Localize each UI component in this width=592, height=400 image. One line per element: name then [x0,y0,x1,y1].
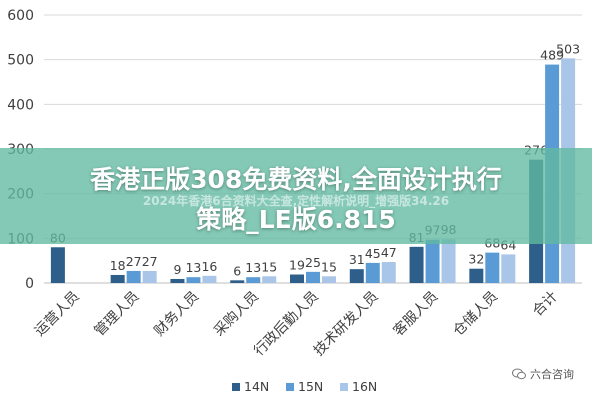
bar [262,276,277,283]
y-tick-label: 0 [25,276,34,292]
wechat-icon [512,368,526,380]
bar [381,262,396,283]
bar [322,276,336,283]
legend-swatch [232,383,240,391]
bar [485,252,500,283]
bar [50,247,65,283]
x-tick-label: 财务人员 [151,289,202,340]
bar [170,278,185,283]
bar [290,274,304,283]
x-tick-label: 采购人员 [211,289,262,340]
data-label: 45 [365,246,381,261]
data-label: 15 [261,259,277,274]
bar [349,269,364,283]
banner-title-line-2: 策略_LE版6.815 [196,205,396,234]
bar [186,277,201,283]
data-label: 9 [173,262,181,277]
data-label: 31 [349,252,365,267]
data-label: 489 [540,48,564,63]
x-tick-label: 客服人员 [390,288,442,340]
y-tick-label: 600 [7,8,34,24]
data-label: 16 [201,259,217,274]
y-tick-label: 500 [7,53,34,69]
title-banner [0,148,592,244]
legend-swatch [286,383,294,391]
x-tick-label: 仓储人员 [450,289,501,340]
banner-title-line-1: 香港正版308免费资料,全面设计执行 [90,165,502,194]
data-label: 25 [305,255,321,270]
data-label: 18 [110,258,126,273]
x-tick-label: 管理人员 [92,289,143,340]
data-label: 27 [142,254,158,269]
data-label: 13 [185,260,201,275]
data-label: 15 [321,259,337,274]
bar [441,239,456,283]
bar [365,262,380,283]
bar [469,268,484,283]
bar [501,254,516,283]
source-watermark: 六合咨询 [512,366,574,382]
data-label: 19 [289,258,305,273]
legend-label: 16N [352,379,377,394]
x-tick-label: 合计 [530,289,561,320]
bar [246,277,261,283]
bar [409,246,424,283]
data-label: 32 [468,252,484,267]
x-tick-label: 运营人员 [32,289,83,340]
x-tick-label: 技术研发人员 [311,289,382,360]
bar [425,239,440,283]
legend-swatch [340,383,348,391]
bar [110,274,125,283]
bar [230,280,245,283]
data-label: 27 [126,254,142,269]
bar [126,270,141,283]
watermark-text: 六合咨询 [530,368,574,381]
bar [202,275,217,283]
bar [142,270,157,283]
data-label: 6 [233,263,241,278]
banner-subtitle: 2024年香港6合资料大全查,定性解析说明_增强版34.26 [142,194,450,208]
y-tick-label: 400 [7,97,34,113]
bar [306,271,320,283]
data-label: 47 [381,245,397,260]
data-label: 503 [556,41,580,56]
legend-label: 15N [298,379,323,394]
data-label: 13 [245,260,261,275]
legend-label: 14N [244,379,269,394]
